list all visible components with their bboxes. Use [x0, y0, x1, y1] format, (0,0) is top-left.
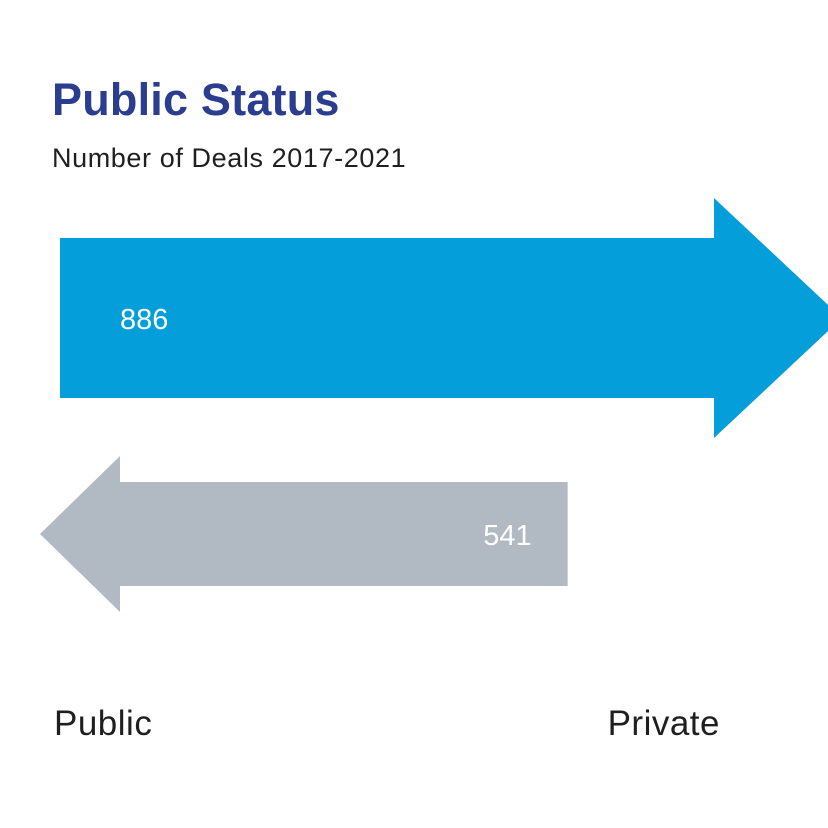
chart-title: Public Status: [52, 74, 340, 125]
arrow-private-to-public: [40, 456, 568, 612]
axis-label-private: Private: [607, 704, 720, 743]
data-label-private-to-public: 541: [483, 520, 531, 552]
chart-subtitle: Number of Deals 2017-2021: [52, 143, 407, 173]
arrow-public-to-private: [60, 198, 828, 438]
data-label-public-to-private: 886: [120, 304, 168, 336]
axis-label-public: Public: [54, 704, 153, 743]
